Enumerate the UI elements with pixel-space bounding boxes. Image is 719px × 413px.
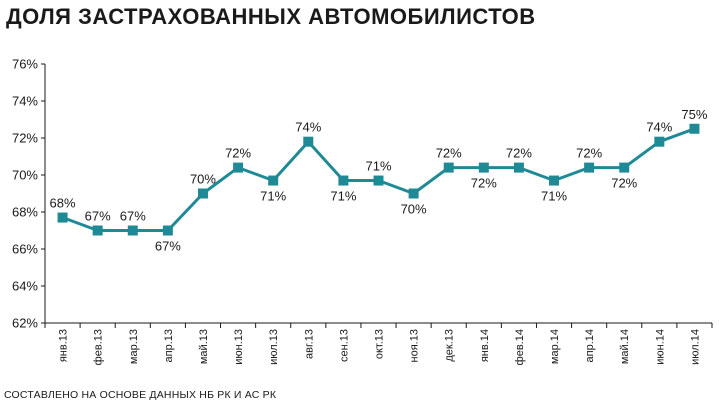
x-tick-label: фев.13 <box>93 329 105 365</box>
y-tick-label: 76% <box>12 57 38 72</box>
data-point-marker <box>654 136 665 147</box>
chart-axes <box>41 63 713 328</box>
data-point-marker <box>233 162 244 173</box>
x-tick-label: май.13 <box>198 329 210 364</box>
data-label: 71% <box>330 189 356 204</box>
y-tick-label: 74% <box>12 94 38 109</box>
x-tick-label: дек.13 <box>444 329 456 362</box>
source-note: СОСТАВЛЕНО НА ОСНОВЕ ДАННЫХ НБ РК И АС Р… <box>4 389 277 401</box>
y-tick-label: 66% <box>12 242 38 257</box>
data-label: 72% <box>225 146 251 161</box>
data-point-marker <box>303 136 314 147</box>
data-label: 70% <box>190 172 216 187</box>
data-point-marker <box>92 225 103 236</box>
data-label: 71% <box>260 189 286 204</box>
x-tick-label: апр.13 <box>163 329 175 362</box>
data-point-marker <box>619 162 630 173</box>
x-tick-label: окт.13 <box>374 329 386 359</box>
data-label: 68% <box>50 196 76 211</box>
data-label: 72% <box>436 146 462 161</box>
data-labels: 68% 67% 67% 67% 70% 72% 71% 74% 71% 71% 70% 72% 72% 7… <box>50 107 708 254</box>
data-label: 67% <box>120 209 146 224</box>
x-tick-label: июл.13 <box>268 329 280 365</box>
data-label: 67% <box>155 239 181 254</box>
y-axis-labels: 62% 64% 66% 68% 70% 72% 74% 76% <box>12 57 38 331</box>
data-point-marker <box>513 162 524 173</box>
data-label: 72% <box>576 146 602 161</box>
x-tick-label: июл.14 <box>689 329 701 365</box>
data-point-marker <box>162 225 173 236</box>
data-point-marker <box>268 175 279 186</box>
data-label: 74% <box>646 120 672 135</box>
series-markers <box>57 123 700 236</box>
x-tick-label: янв.14 <box>479 329 491 362</box>
x-tick-label: июн.13 <box>233 329 245 365</box>
data-label: 71% <box>541 189 567 204</box>
chart-title: ДОЛЯ ЗАСТРАХОВАННЫХ АВТОМОБИЛИСТОВ <box>6 4 536 29</box>
data-point-marker <box>408 188 419 199</box>
data-point-marker <box>127 225 138 236</box>
x-tick-label: янв.13 <box>58 329 70 362</box>
data-point-marker <box>57 212 68 223</box>
y-tick-label: 68% <box>12 205 38 220</box>
data-label: 74% <box>295 120 321 135</box>
data-label: 67% <box>85 209 111 224</box>
y-tick-label: 70% <box>12 168 38 183</box>
x-tick-label: фев.14 <box>514 329 526 365</box>
data-point-marker <box>584 162 595 173</box>
x-tick-label: июн.14 <box>654 329 666 365</box>
x-tick-label: апр.14 <box>584 329 596 362</box>
data-label: 72% <box>506 146 532 161</box>
data-point-marker <box>373 175 384 186</box>
data-point-marker <box>443 162 454 173</box>
y-tick-label: 62% <box>12 316 38 331</box>
data-point-marker <box>197 188 208 199</box>
data-point-marker <box>549 175 560 186</box>
x-tick-label: мар.13 <box>128 329 140 364</box>
y-tick-label: 72% <box>12 131 38 146</box>
x-tick-label: май.14 <box>619 329 631 364</box>
y-tick-label: 64% <box>12 279 38 294</box>
data-label: 70% <box>401 202 427 217</box>
x-tick-label: мар.14 <box>549 329 561 364</box>
x-tick-label: ноя.13 <box>409 329 421 362</box>
data-point-marker <box>478 162 489 173</box>
data-label: 72% <box>471 176 497 191</box>
x-tick-label: сен.13 <box>338 329 350 362</box>
x-tick-label: авг.13 <box>303 329 315 359</box>
x-axis-labels: янв.13 фев.13 мар.13 апр.13 май.13 июн.13 июл.… <box>58 329 702 365</box>
data-label: 71% <box>365 159 391 174</box>
data-point-marker <box>338 175 349 186</box>
data-point-marker <box>689 123 700 134</box>
data-label: 72% <box>611 176 637 191</box>
data-label: 75% <box>681 107 707 122</box>
